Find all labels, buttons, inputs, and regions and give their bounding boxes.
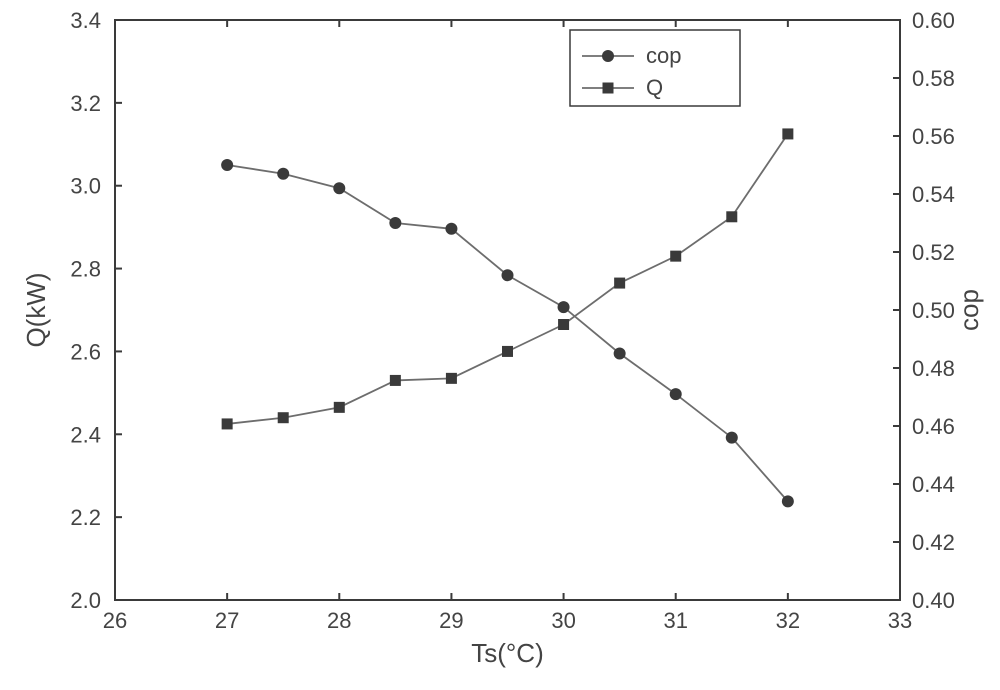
yl-tick-label: 2.4 bbox=[70, 422, 101, 447]
marker-cop bbox=[782, 495, 794, 507]
legend-label: cop bbox=[646, 43, 681, 68]
legend-marker-square bbox=[603, 83, 614, 94]
chart-container: 26 27 28 29 30 31 32 33 Ts(°C) 2.0 2.2 2.4 2.6 2.8 3.0… bbox=[0, 0, 1000, 690]
legend-label: Q bbox=[646, 75, 663, 100]
yl-tick-label: 2.8 bbox=[70, 257, 101, 282]
x-tick-label: 31 bbox=[663, 608, 687, 633]
y-right-title: cop bbox=[954, 289, 984, 331]
yl-tick-label: 2.0 bbox=[70, 588, 101, 613]
marker-Q bbox=[222, 418, 233, 429]
marker-Q bbox=[614, 278, 625, 289]
marker-Q bbox=[670, 251, 681, 262]
x-tick-label: 26 bbox=[103, 608, 127, 633]
chart-svg: 26 27 28 29 30 31 32 33 Ts(°C) 2.0 2.2 2.4 2.6 2.8 3.0… bbox=[0, 0, 1000, 690]
yl-tick-label: 3.0 bbox=[70, 174, 101, 199]
yr-tick-label: 0.44 bbox=[912, 472, 955, 497]
x-tick-label: 32 bbox=[776, 608, 800, 633]
y-left-title: Q(kW) bbox=[21, 272, 51, 347]
x-tick-label: 30 bbox=[551, 608, 575, 633]
marker-Q bbox=[446, 373, 457, 384]
yl-tick-label: 3.2 bbox=[70, 91, 101, 116]
yr-tick-label: 0.48 bbox=[912, 356, 955, 381]
x-axis-title: Ts(°C) bbox=[471, 638, 544, 668]
series-line-cop bbox=[227, 165, 788, 501]
marker-cop bbox=[445, 223, 457, 235]
yr-tick-label: 0.50 bbox=[912, 298, 955, 323]
yr-tick-label: 0.60 bbox=[912, 8, 955, 33]
marker-Q bbox=[558, 319, 569, 330]
x-tick-label: 29 bbox=[439, 608, 463, 633]
yr-tick-label: 0.58 bbox=[912, 66, 955, 91]
marker-cop bbox=[614, 348, 626, 360]
marker-cop bbox=[221, 159, 233, 171]
marker-Q bbox=[390, 375, 401, 386]
marker-cop bbox=[670, 388, 682, 400]
yr-tick-label: 0.56 bbox=[912, 124, 955, 149]
yr-tick-label: 0.42 bbox=[912, 530, 955, 555]
marker-Q bbox=[502, 346, 513, 357]
marker-cop bbox=[333, 182, 345, 194]
marker-Q bbox=[278, 412, 289, 423]
marker-Q bbox=[782, 128, 793, 139]
yl-tick-label: 2.2 bbox=[70, 505, 101, 530]
yr-tick-label: 0.46 bbox=[912, 414, 955, 439]
x-tick-label: 28 bbox=[327, 608, 351, 633]
yr-tick-label: 0.52 bbox=[912, 240, 955, 265]
yl-tick-label: 2.6 bbox=[70, 339, 101, 364]
yl-tick-label: 3.4 bbox=[70, 8, 101, 33]
marker-Q bbox=[726, 211, 737, 222]
legend-marker-circle bbox=[602, 50, 614, 62]
plot-frame bbox=[115, 20, 900, 600]
x-tick-label: 33 bbox=[888, 608, 912, 633]
marker-cop bbox=[502, 269, 514, 281]
x-tick-label: 27 bbox=[215, 608, 239, 633]
marker-cop bbox=[389, 217, 401, 229]
yr-tick-label: 0.54 bbox=[912, 182, 955, 207]
marker-cop bbox=[277, 168, 289, 180]
marker-Q bbox=[334, 402, 345, 413]
marker-cop bbox=[726, 432, 738, 444]
marker-cop bbox=[558, 301, 570, 313]
yr-tick-label: 0.40 bbox=[912, 588, 955, 613]
